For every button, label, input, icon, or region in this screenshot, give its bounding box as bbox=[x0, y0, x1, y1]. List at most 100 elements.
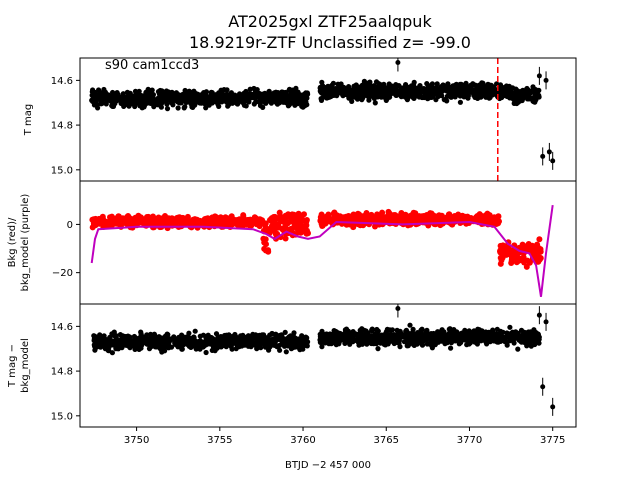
data-point bbox=[328, 88, 335, 94]
data-point bbox=[171, 334, 177, 340]
data-point bbox=[244, 336, 250, 342]
data-point bbox=[98, 344, 104, 350]
data-point bbox=[427, 341, 433, 347]
data-point bbox=[173, 90, 179, 96]
data-point bbox=[118, 341, 124, 347]
data-point bbox=[500, 244, 507, 251]
data-point bbox=[440, 86, 446, 92]
data-point bbox=[126, 90, 132, 96]
data-point bbox=[154, 219, 161, 226]
data-point bbox=[434, 86, 440, 93]
data-point bbox=[137, 214, 144, 221]
data-point bbox=[515, 94, 521, 100]
data-point bbox=[471, 338, 477, 344]
data-point bbox=[384, 93, 390, 99]
series-points-middle bbox=[89, 208, 544, 270]
data-point bbox=[251, 214, 258, 221]
data-point bbox=[368, 333, 374, 339]
data-point bbox=[483, 329, 489, 335]
data-point bbox=[528, 343, 534, 349]
data-point bbox=[277, 342, 283, 348]
data-point bbox=[213, 94, 219, 100]
y-tick-label: 14.8 bbox=[51, 121, 73, 132]
data-point bbox=[371, 83, 377, 89]
data-point bbox=[247, 220, 253, 227]
series-points-top bbox=[89, 58, 556, 170]
data-point bbox=[186, 88, 192, 94]
data-point bbox=[228, 96, 234, 102]
data-point bbox=[353, 82, 359, 88]
data-point bbox=[375, 94, 381, 100]
data-point bbox=[262, 236, 269, 243]
data-point bbox=[112, 338, 118, 344]
data-point bbox=[476, 211, 483, 218]
data-point bbox=[534, 335, 540, 341]
y-tick-label: 15.0 bbox=[51, 165, 73, 176]
data-point bbox=[288, 100, 294, 106]
data-point bbox=[520, 254, 527, 261]
data-point bbox=[455, 213, 462, 220]
y-axis-label-top: T mag bbox=[23, 104, 34, 137]
data-point bbox=[426, 336, 432, 342]
x-tick-label: 3760 bbox=[290, 435, 315, 446]
data-point bbox=[120, 333, 126, 339]
data-point bbox=[524, 93, 531, 99]
data-point bbox=[494, 339, 500, 345]
y-tick-label: 14.8 bbox=[51, 367, 73, 378]
data-point bbox=[283, 95, 290, 101]
data-point bbox=[168, 344, 175, 350]
data-point bbox=[201, 94, 208, 100]
data-point bbox=[380, 336, 386, 342]
data-point bbox=[369, 327, 375, 333]
data-point bbox=[383, 214, 390, 221]
data-point bbox=[301, 211, 307, 218]
data-point bbox=[390, 212, 397, 219]
data-point bbox=[96, 87, 102, 93]
data-point bbox=[138, 329, 144, 335]
data-point bbox=[280, 95, 286, 101]
data-point bbox=[367, 340, 373, 346]
data-point bbox=[218, 344, 224, 350]
data-point bbox=[466, 341, 472, 347]
data-point bbox=[259, 217, 266, 224]
data-point bbox=[103, 101, 109, 107]
outlier-point bbox=[540, 384, 546, 390]
data-point bbox=[350, 336, 356, 343]
data-point bbox=[400, 213, 407, 220]
data-point bbox=[416, 94, 422, 100]
outlier-point bbox=[550, 158, 556, 164]
data-point bbox=[202, 101, 208, 107]
figure-title-line2: 18.9219r-ZTF Unclassified z= -99.0 bbox=[189, 33, 471, 52]
data-point bbox=[363, 92, 369, 98]
data-point bbox=[127, 338, 134, 344]
data-point bbox=[453, 334, 459, 340]
data-point bbox=[486, 332, 492, 339]
data-point bbox=[391, 336, 398, 342]
outlier-point bbox=[536, 73, 542, 79]
data-point bbox=[291, 221, 298, 228]
data-point bbox=[206, 100, 212, 106]
data-point bbox=[493, 331, 499, 337]
bkg-model-line bbox=[90, 204, 554, 297]
data-point bbox=[160, 344, 166, 350]
data-point bbox=[424, 327, 430, 333]
data-point bbox=[277, 347, 283, 353]
data-point bbox=[354, 96, 361, 102]
data-point bbox=[398, 334, 405, 340]
data-point bbox=[195, 95, 201, 101]
data-point bbox=[441, 334, 447, 340]
data-point bbox=[492, 219, 499, 226]
data-point bbox=[291, 330, 297, 336]
data-point bbox=[304, 227, 310, 234]
data-point bbox=[336, 213, 343, 220]
data-point bbox=[190, 335, 196, 341]
data-point bbox=[349, 92, 355, 98]
data-point bbox=[363, 339, 369, 345]
data-point bbox=[151, 331, 157, 337]
data-point bbox=[229, 100, 235, 106]
data-point bbox=[98, 339, 104, 345]
data-point bbox=[90, 87, 96, 93]
data-point bbox=[136, 88, 142, 94]
y-axis-label-middle: bkg_model (purple) bbox=[20, 194, 31, 292]
data-point bbox=[424, 215, 431, 222]
